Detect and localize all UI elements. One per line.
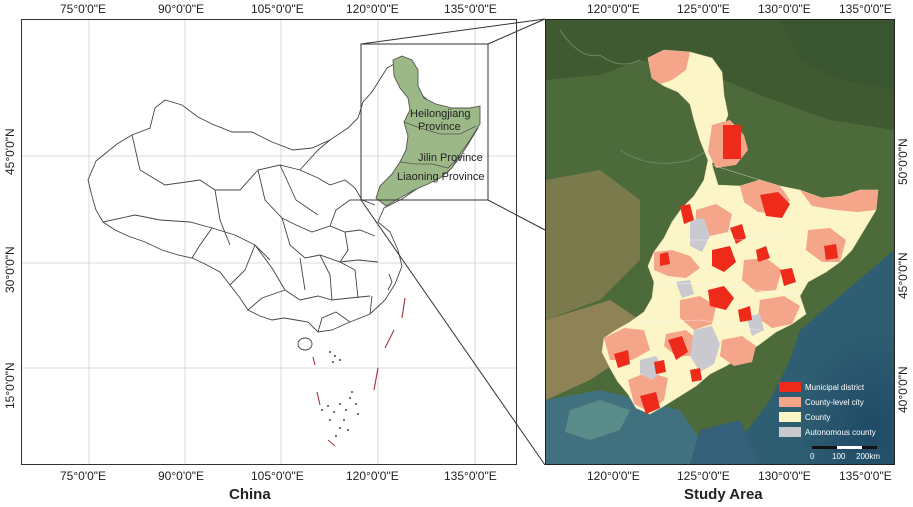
heilongjiang-label-line1: Heilongjiang (410, 108, 471, 120)
study-bottom-tick-135: 135°0'0"E (839, 469, 892, 483)
study-top-tick-130: 130°0'0"E (758, 2, 811, 16)
legend-label-autonomous: Autonomous county (805, 428, 876, 437)
china-bottom-tick-90: 90°0'0"E (158, 469, 205, 483)
study-top-tick-120: 120°0'0"E (587, 2, 640, 16)
china-top-tick-135: 135°0'0"E (444, 2, 497, 16)
china-bottom-tick-75: 75°0'0"E (60, 469, 107, 483)
china-top-tick-120: 120°0'0"E (346, 2, 399, 16)
study-top-tick-135: 135°0'0"E (839, 2, 892, 16)
china-bottom-tick-120: 120°0'0"E (346, 469, 399, 483)
china-bottom-tick-135: 135°0'0"E (444, 469, 497, 483)
legend-swatch-county-city (779, 397, 801, 407)
legend-swatch-autonomous (779, 427, 801, 437)
jilin-label: Jilin Province (418, 152, 483, 164)
northeast-provinces (375, 55, 481, 207)
legend-label-county: County (805, 413, 830, 422)
scale-label-200: 200km (856, 452, 880, 461)
scale-label-100: 100 (832, 452, 846, 461)
heilongjiang-label-line2: Province (418, 121, 461, 133)
south-china-sea-islands (312, 297, 406, 447)
inset-box (360, 43, 489, 201)
connector-top (360, 18, 546, 45)
legend-label-county-city: County-level city (805, 398, 864, 407)
china-map-frame (21, 19, 517, 465)
scale-bar: 0 100 200km (810, 446, 880, 461)
study-area-caption: Study Area (684, 486, 763, 503)
china-top-tick-105: 105°0'0"E (251, 2, 304, 16)
china-top-tick-90: 90°0'0"E (158, 2, 205, 16)
study-bottom-tick-120: 120°0'0"E (587, 469, 640, 483)
china-graticule (22, 20, 516, 464)
study-bottom-tick-130: 130°0'0"E (758, 469, 811, 483)
study-bottom-tick-125: 125°0'0"E (677, 469, 730, 483)
legend-label-municipal: Municipal district (805, 383, 865, 392)
county-level-cities (604, 50, 878, 412)
china-caption: China (229, 486, 271, 503)
liaoning-label: Liaoning Province (397, 171, 484, 183)
china-top-tick-75: 75°0'0"E (60, 2, 107, 16)
study-area-frame (545, 19, 895, 465)
study-area-map: Municipal district County-level city Cou… (546, 20, 894, 464)
connector-mid (487, 199, 546, 231)
china-bottom-tick-105: 105°0'0"E (251, 469, 304, 483)
legend-swatch-municipal (779, 382, 801, 392)
legend: Municipal district County-level city Cou… (779, 382, 876, 437)
connector-top-right (487, 18, 546, 45)
connector-bottom (360, 199, 546, 466)
municipal-districts (614, 125, 838, 414)
legend-swatch-county (779, 412, 801, 422)
study-top-tick-125: 125°0'0"E (677, 2, 730, 16)
scale-label-0: 0 (810, 452, 815, 461)
china-outline (87, 61, 479, 351)
